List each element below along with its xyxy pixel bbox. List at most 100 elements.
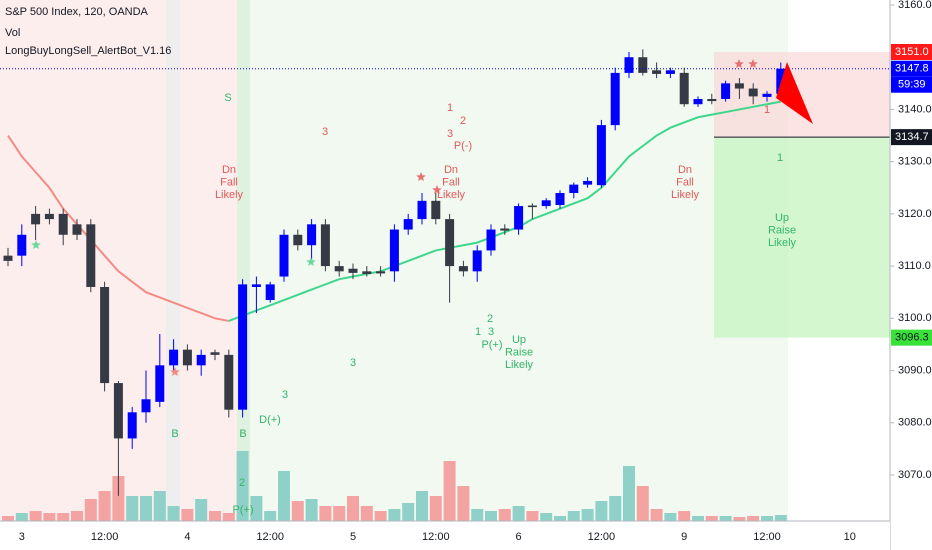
volume-bar: [126, 496, 139, 521]
x-tick-label: 12:00: [753, 531, 781, 543]
candle-body: [279, 234, 289, 277]
volume-bar: [388, 509, 401, 521]
candle-body: [58, 213, 68, 235]
candle-body: [624, 57, 634, 73]
candle-body: [721, 83, 731, 99]
signal-label: Fall: [676, 176, 694, 188]
candle-body: [320, 224, 330, 267]
x-tick-label: 6: [516, 531, 522, 543]
volume-bar: [402, 503, 415, 521]
price-label-box: [891, 60, 932, 77]
candle-body: [224, 354, 234, 410]
candle-body: [431, 200, 441, 220]
candle-body: [472, 250, 482, 272]
signal-text: B: [171, 428, 178, 440]
volume-bar: [236, 451, 249, 521]
candle-body: [596, 125, 606, 186]
volume-bar: [250, 496, 263, 521]
volume-bar: [153, 491, 166, 521]
candle-body: [86, 224, 96, 287]
candle-body: [238, 284, 248, 410]
volume-bar: [222, 513, 235, 521]
signal-star: [748, 59, 758, 68]
volume-bar: [609, 496, 622, 521]
candle-body: [403, 219, 413, 230]
candle-body: [652, 70, 662, 74]
candle-body: [155, 365, 165, 402]
signal-label: Dn: [678, 164, 692, 176]
volume-bar: [291, 501, 304, 521]
volume-bar: [747, 516, 760, 521]
signal-text: 3: [282, 389, 288, 401]
candle-body: [665, 70, 675, 74]
signal-text: 3: [447, 128, 453, 140]
price-label: 3151.0: [895, 46, 929, 58]
signal-arrow: [776, 62, 813, 124]
signal-text: 1: [475, 326, 481, 338]
candle-body: [748, 88, 758, 97]
price-label-box: [891, 43, 932, 60]
volume-bar: [540, 513, 553, 521]
candle-body: [679, 72, 689, 105]
signal-text: 1: [447, 102, 453, 114]
candle-body: [44, 213, 54, 220]
candle-body: [196, 354, 206, 366]
volume-bar: [567, 511, 580, 521]
candle-body: [762, 93, 772, 97]
volume-bar: [140, 496, 152, 521]
target-zone: [714, 137, 890, 338]
volume-bar: [84, 499, 97, 521]
candle-body: [100, 286, 110, 384]
legend-item: LongBuyLongSell_AlertBot_V1.16: [5, 45, 171, 57]
candle-body: [17, 234, 27, 256]
y-tick-label: 3110.0: [898, 260, 931, 272]
signal-text: 1: [764, 104, 770, 116]
candle-body: [127, 412, 137, 439]
countdown: 59:39: [898, 79, 926, 91]
candle-body: [362, 271, 372, 274]
volume-bar: [333, 506, 346, 521]
volume-bar: [692, 516, 704, 521]
candle-body: [3, 255, 13, 261]
y-tick-label: 3140.0: [898, 103, 932, 115]
candle-body: [776, 68, 786, 94]
y-tick-label: 3120.0: [898, 208, 932, 220]
candle-body: [293, 234, 303, 246]
signal-text: P(+): [481, 339, 502, 351]
price-label: 3147.8: [895, 63, 929, 75]
signal-label: Raise: [505, 346, 533, 358]
signal-star: [306, 257, 316, 266]
volume-bar: [443, 461, 456, 521]
volume-bar: [71, 511, 83, 521]
signal-text: 2: [239, 477, 245, 489]
signal-text: 3: [488, 326, 494, 338]
volume-bar: [29, 511, 42, 521]
candle-body: [541, 200, 551, 207]
x-tick-label: 5: [350, 531, 356, 543]
candle-body: [251, 284, 261, 287]
volume-bar: [664, 513, 677, 521]
signal-label: Likely: [215, 189, 244, 201]
signal-label: Fall: [220, 176, 238, 188]
signal-label: Raise: [768, 224, 796, 236]
candle-body: [72, 224, 82, 235]
volume-bar: [636, 486, 649, 521]
volume-bar: [112, 476, 125, 521]
volume-bar: [181, 509, 194, 521]
candle-body: [141, 399, 151, 413]
signal-text: B: [239, 428, 246, 440]
candle-body: [693, 98, 703, 105]
signal-star: [170, 367, 180, 376]
volume-bar: [167, 506, 180, 521]
volume-bar: [774, 515, 787, 521]
signal-star: [734, 59, 744, 68]
signal-label: Likely: [768, 237, 797, 249]
volume-bar: [347, 496, 359, 521]
volume-bar: [554, 516, 566, 521]
price-label: 3134.7: [895, 131, 929, 143]
bg-band: [237, 0, 250, 521]
candle-body: [445, 219, 455, 267]
signal-text: 2: [460, 115, 466, 127]
x-tick-label: 4: [184, 531, 190, 543]
volume-bar: [526, 511, 539, 521]
